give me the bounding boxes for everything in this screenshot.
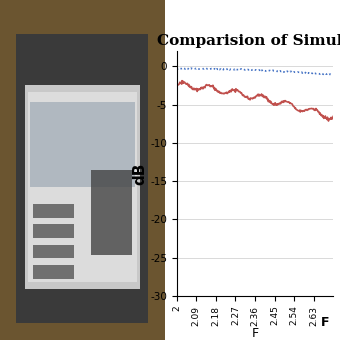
Bar [33,204,74,218]
Bar [30,102,135,187]
Bar [33,245,74,258]
X-axis label: F: F [252,327,258,340]
Bar [33,265,74,279]
Bar [28,92,137,282]
Bar [25,85,140,289]
Title: Comparision of Simula: Comparision of Simula [157,34,340,48]
Bar [91,170,132,255]
Y-axis label: dB: dB [132,162,147,185]
Text: F: F [321,317,330,329]
Bar [33,224,74,238]
Bar [17,34,149,323]
